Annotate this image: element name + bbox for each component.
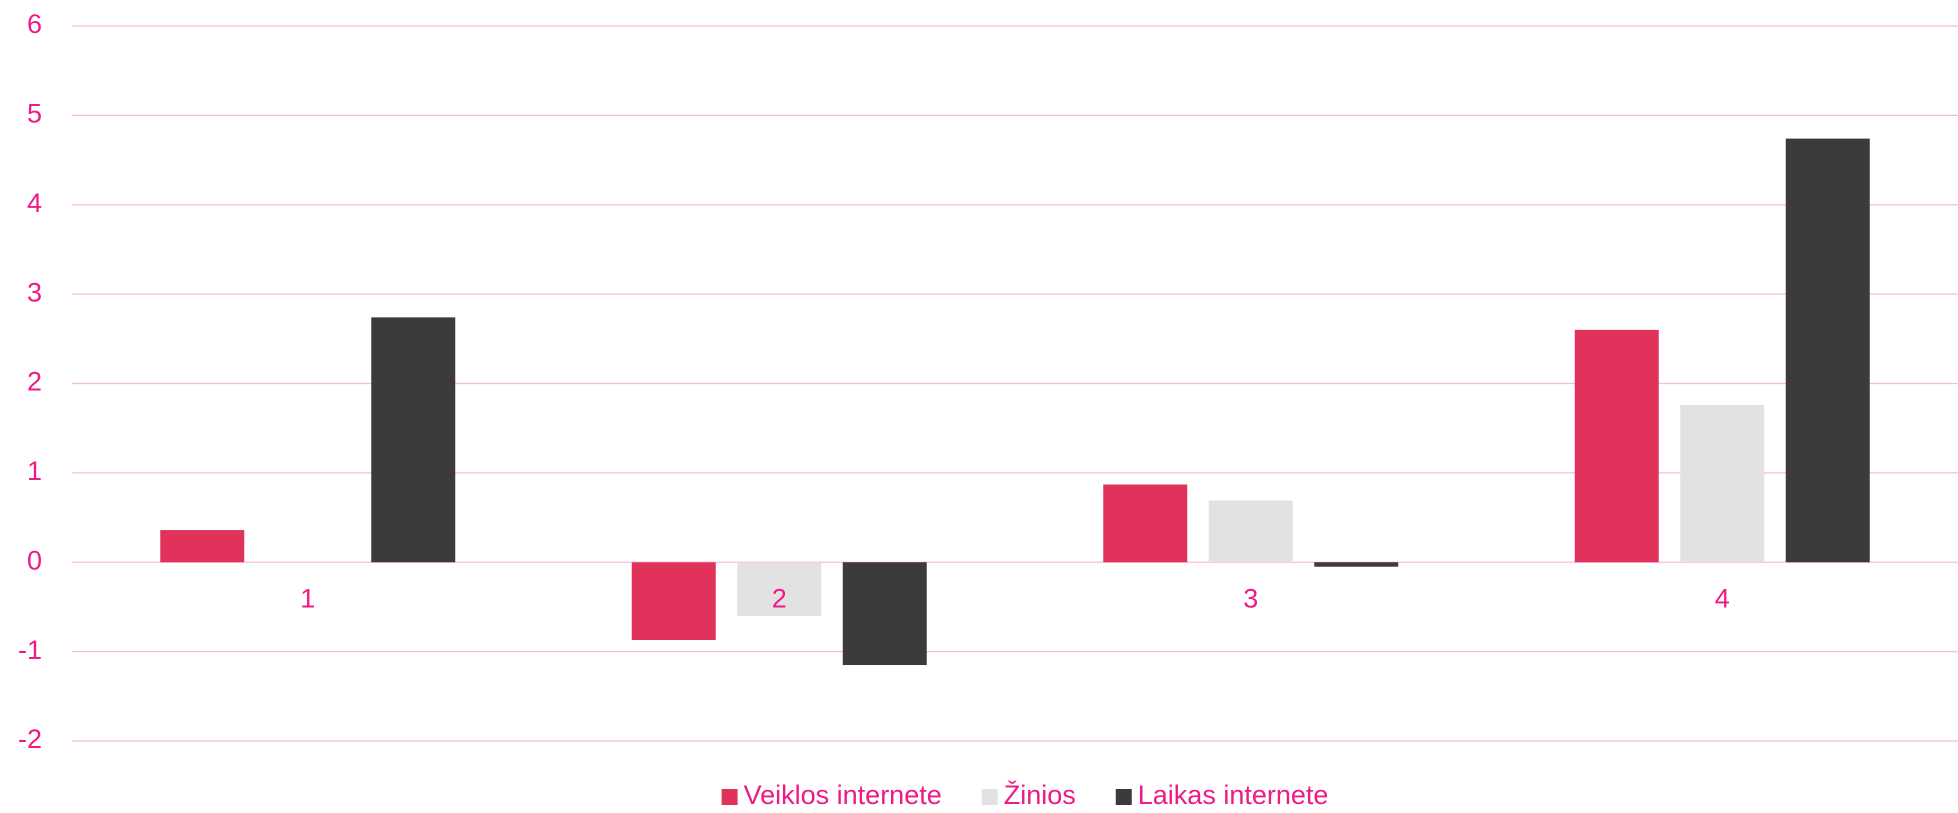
y-tick-label: -1 [18, 635, 42, 665]
bar [1574, 329, 1659, 563]
y-tick-label: 3 [27, 277, 42, 307]
y-tick-label: 4 [27, 188, 42, 218]
bar [1208, 500, 1293, 563]
bar [842, 562, 927, 666]
legend-swatch [721, 789, 738, 805]
legend-label: Žinios [1004, 779, 1076, 810]
bar [631, 562, 716, 641]
legend-swatch [981, 789, 998, 805]
y-tick-label: -2 [18, 724, 42, 754]
bar [1103, 484, 1188, 563]
y-tick-label: 1 [27, 456, 42, 486]
bar [1785, 138, 1870, 563]
bar [737, 562, 822, 616]
bar [1680, 404, 1765, 563]
y-tick-label: 2 [27, 367, 42, 397]
bar [371, 317, 456, 563]
bar [1314, 562, 1399, 567]
x-tick-label: 1 [300, 583, 315, 613]
y-tick-label: 6 [27, 9, 42, 39]
x-tick-label: 4 [1715, 583, 1730, 613]
legend-label: Veiklos internete [744, 780, 942, 810]
legend-swatch [1115, 789, 1132, 805]
x-tick-label: 2 [772, 583, 787, 613]
bar [160, 530, 245, 563]
x-tick-label: 3 [1243, 583, 1258, 613]
y-tick-label: 5 [27, 99, 42, 129]
legend-label: Laikas internete [1138, 780, 1329, 810]
y-tick-label: 0 [27, 545, 42, 575]
